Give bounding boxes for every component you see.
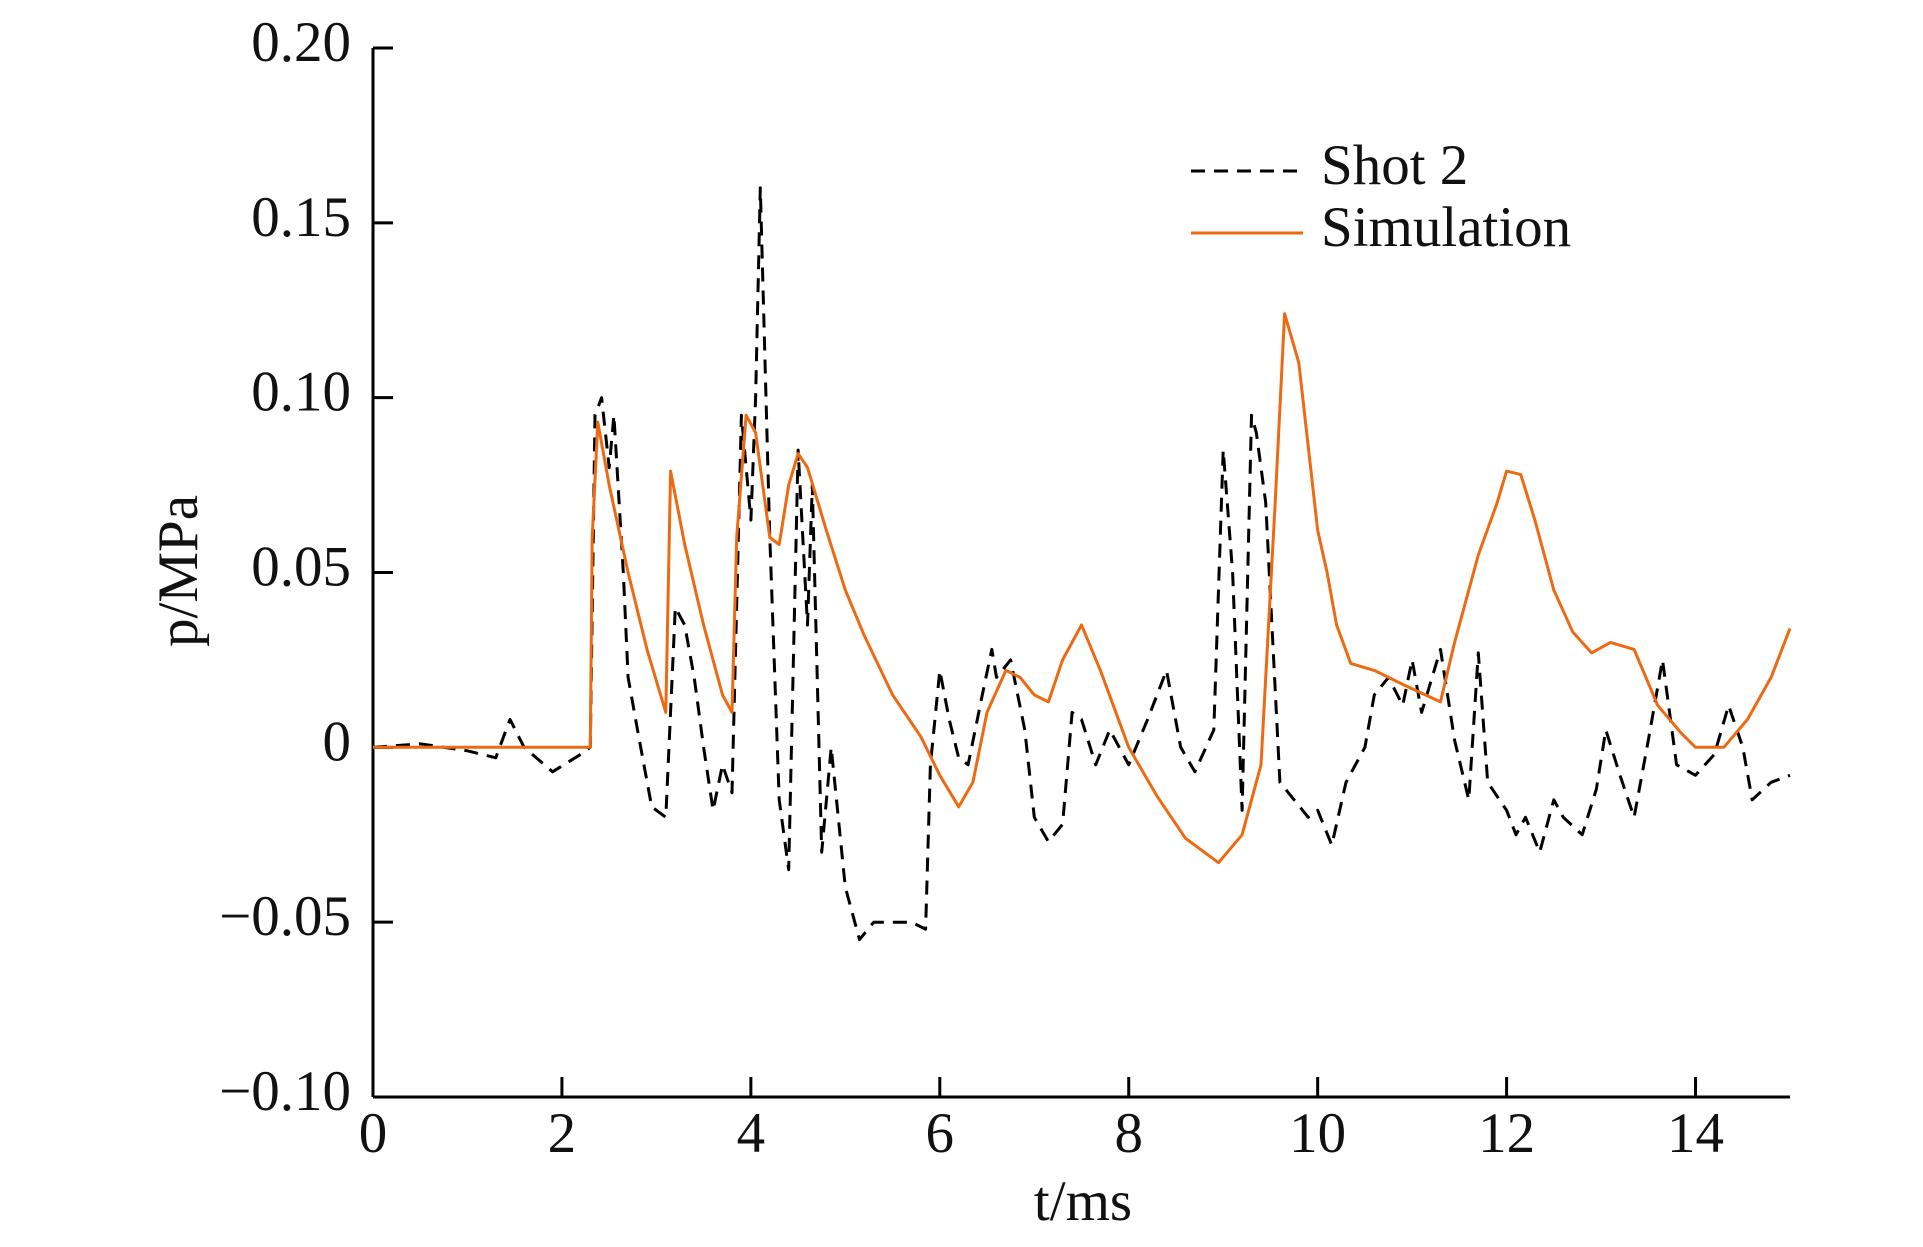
y-tick-label: −0.05	[219, 885, 351, 948]
y-tick-label: 0	[323, 710, 352, 773]
y-tick-label: 0.15	[251, 186, 351, 249]
x-tick-label: 14	[1667, 1102, 1724, 1165]
y-tick-label: 0.10	[251, 361, 351, 424]
legend-label: Shot 2	[1321, 134, 1468, 197]
x-tick-label: 4	[737, 1102, 766, 1165]
series-line	[372, 186, 1791, 942]
x-tick-label: 2	[548, 1102, 577, 1165]
y-tick-label: −0.10	[219, 1060, 351, 1123]
x-tick-label: 6	[926, 1102, 955, 1165]
y-tick-label: 0.20	[251, 11, 351, 74]
x-tick-label: 0	[359, 1102, 388, 1165]
x-tick-label: 8	[1114, 1102, 1143, 1165]
y-axis-label: p/MPa	[147, 495, 210, 647]
x-axis-label: t/ms	[1034, 1170, 1132, 1233]
x-tick-label: 10	[1289, 1102, 1346, 1165]
legend-label: Simulation	[1321, 196, 1571, 259]
y-tick-label: 0.05	[251, 536, 351, 599]
series-line	[373, 312, 1792, 865]
x-tick-label: 12	[1478, 1102, 1535, 1165]
